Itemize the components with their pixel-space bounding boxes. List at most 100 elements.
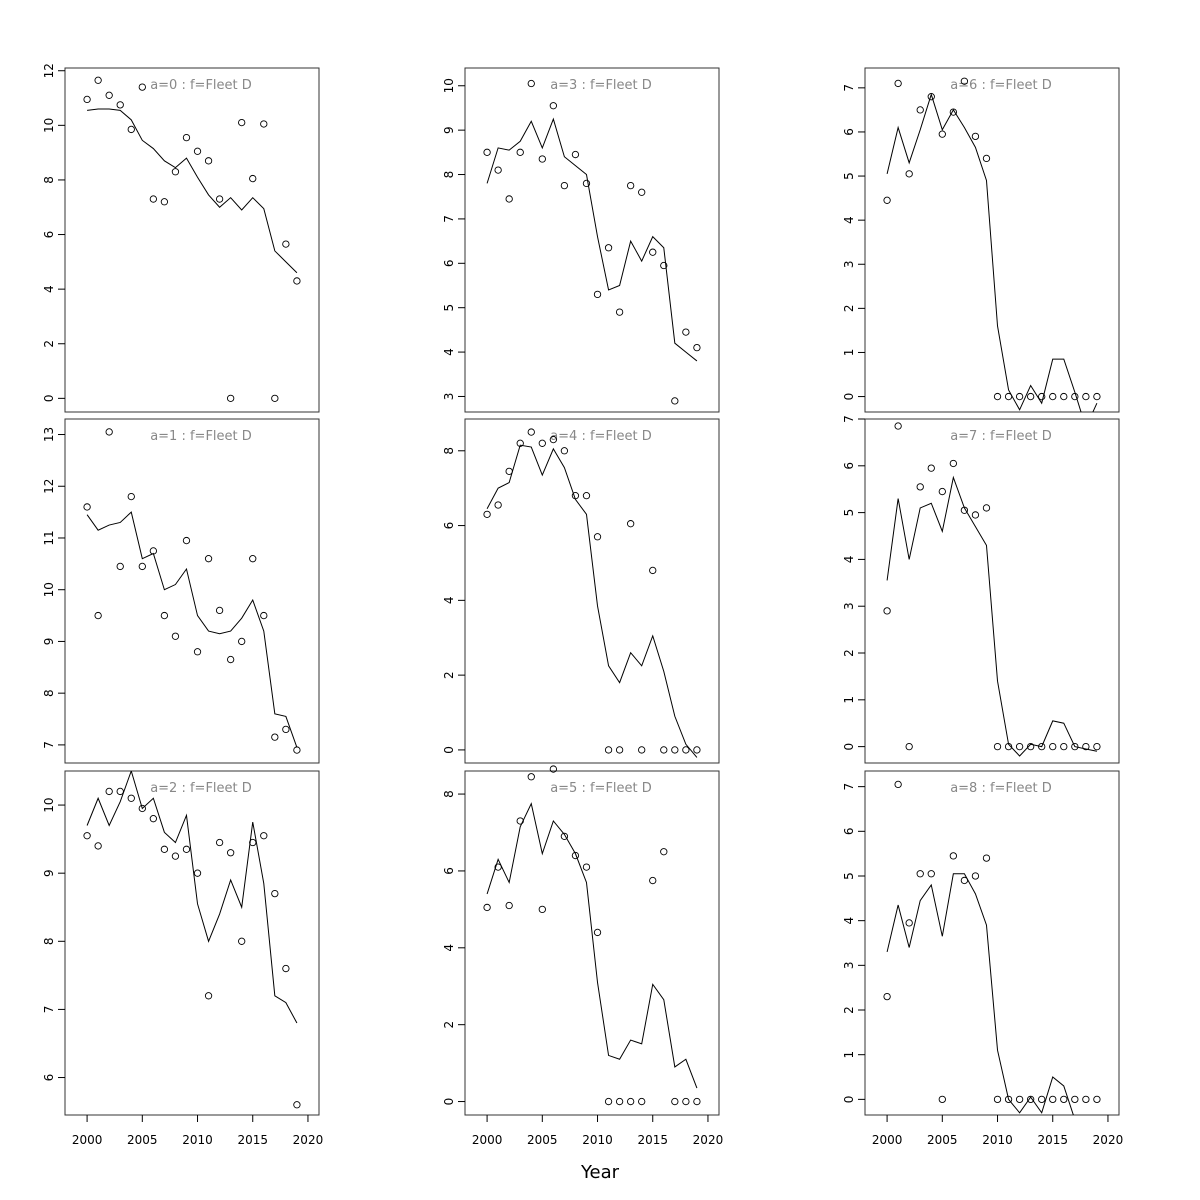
- observed-point: [271, 733, 279, 741]
- observed-point: [1038, 392, 1046, 401]
- x-tick-label: 2015: [637, 1133, 668, 1147]
- observed-point: [105, 787, 113, 796]
- y-tick-label: 7: [842, 415, 856, 423]
- observed-point: [238, 937, 246, 945]
- panel-title: a=8 : f=Fleet D: [950, 781, 1052, 796]
- observed-point: [604, 244, 613, 252]
- observed-point: [249, 174, 257, 183]
- fitted-line: [486, 802, 698, 1089]
- observed-point: [160, 611, 169, 620]
- observed-point: [238, 637, 246, 646]
- observed-point: [516, 817, 524, 825]
- y-tick-label: 2: [442, 1021, 456, 1029]
- observed-point: [516, 148, 524, 156]
- x-tick-label: 2020: [1093, 1133, 1124, 1147]
- y-tick-label: 5: [842, 172, 856, 180]
- observed-point: [238, 118, 246, 127]
- observed-point: [127, 492, 135, 501]
- observed-point: [615, 1097, 624, 1106]
- y-tick-label: 10: [42, 118, 56, 133]
- observed-point: [182, 845, 191, 853]
- observed-point: [527, 79, 535, 88]
- y-tick-label: 2: [842, 1006, 856, 1014]
- panel-frame: [64, 770, 320, 1116]
- observed-point: [94, 76, 102, 84]
- y-tick-label: 0: [842, 393, 856, 401]
- y-tick-label: 8: [442, 790, 456, 798]
- y-tick-label: 0: [42, 395, 56, 403]
- observed-point: [116, 787, 124, 796]
- y-tick-label: 4: [42, 285, 56, 293]
- observed-point: [1049, 392, 1057, 401]
- observed-point: [83, 95, 91, 104]
- observed-point: [549, 435, 557, 444]
- y-tick-label: 3: [842, 260, 856, 268]
- panel-6: 6 7 8 9 10 2000 2005 2010 2015 2020 a=2 : f=Fleet …: [42, 770, 323, 1147]
- x-tick-label: 2010: [982, 1133, 1013, 1147]
- observed-point: [593, 533, 602, 541]
- fitted-line: [886, 873, 1074, 1115]
- observed-point: [894, 422, 902, 430]
- x-tick-label: 2010: [182, 1133, 213, 1147]
- y-tick-label: 1: [842, 696, 856, 704]
- observed-point: [1038, 1095, 1046, 1104]
- observed-point: [649, 876, 657, 885]
- observed-point: [1082, 742, 1090, 751]
- observed-point: [549, 102, 557, 110]
- observed-point: [105, 428, 113, 436]
- observed-point: [538, 155, 546, 163]
- observed-point: [1027, 392, 1035, 401]
- observed-point: [627, 1097, 635, 1106]
- observed-point: [560, 447, 569, 455]
- y-tick-label: 5: [842, 872, 856, 880]
- y-tick-label: 7: [42, 1006, 56, 1014]
- y-tick-label: 1: [842, 1051, 856, 1059]
- observed-point: [1060, 392, 1068, 401]
- y-tick-label: 4: [842, 216, 856, 224]
- observed-point: [883, 992, 891, 1001]
- observed-point: [638, 188, 646, 196]
- y-tick-label: 7: [42, 741, 56, 749]
- observed-point: [293, 746, 301, 754]
- y-tick-label: 4: [842, 556, 856, 564]
- observed-point: [249, 555, 257, 563]
- observed-point: [260, 120, 268, 128]
- y-tick-label: 6: [442, 867, 456, 875]
- observed-point: [1071, 1095, 1079, 1104]
- y-tick-label: 10: [42, 582, 56, 597]
- fitted-line: [486, 444, 698, 758]
- fitted-line: [886, 475, 1098, 757]
- observed-point: [660, 746, 668, 754]
- y-tick-label: 3: [842, 962, 856, 970]
- x-axis-title: Year: [580, 1162, 620, 1183]
- observed-point: [682, 746, 690, 754]
- observed-point: [193, 648, 202, 656]
- observed-point: [638, 1097, 646, 1106]
- observed-point: [1004, 392, 1013, 401]
- observed-point: [538, 439, 546, 447]
- observed-point: [582, 863, 591, 871]
- panel-0: 0 2 4 6 8 10 12 a=0 : f=Fleet D: [42, 63, 320, 413]
- observed-point: [505, 467, 513, 475]
- observed-point: [1049, 1095, 1057, 1104]
- observed-point: [571, 851, 580, 860]
- panel-frame: [464, 67, 720, 413]
- observed-point: [494, 501, 502, 509]
- y-tick-label: 6: [842, 462, 856, 470]
- observed-point: [94, 842, 102, 850]
- panel-3: 7 8 9 10 11 12 13 a=1 : f=Fleet D: [42, 418, 320, 764]
- y-tick-label: 1: [842, 349, 856, 357]
- y-tick-label: 0: [842, 743, 856, 751]
- observed-point: [505, 901, 513, 910]
- y-tick-label: 0: [842, 1096, 856, 1104]
- observed-point: [693, 746, 701, 754]
- observed-point: [693, 1097, 701, 1106]
- observed-point: [615, 308, 624, 316]
- panel-title: a=0 : f=Fleet D: [150, 78, 252, 93]
- y-tick-label: 4: [842, 917, 856, 925]
- y-tick-label: 0: [442, 746, 456, 754]
- y-tick-label: 5: [442, 304, 456, 312]
- observed-point: [293, 277, 301, 285]
- y-tick-label: 6: [42, 1074, 56, 1082]
